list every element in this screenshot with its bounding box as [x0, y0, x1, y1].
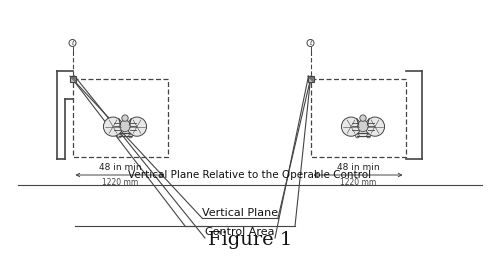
Bar — [70, 76, 75, 82]
Text: 1220 mm: 1220 mm — [340, 178, 376, 187]
Circle shape — [356, 134, 360, 138]
Circle shape — [366, 134, 370, 138]
Text: Control Area: Control Area — [206, 227, 275, 237]
Circle shape — [104, 117, 122, 136]
Text: Figure 1: Figure 1 — [208, 231, 292, 249]
Bar — [72, 79, 168, 157]
Circle shape — [360, 115, 366, 121]
Circle shape — [118, 134, 122, 138]
Circle shape — [128, 134, 132, 138]
Circle shape — [69, 40, 76, 47]
Ellipse shape — [120, 120, 130, 132]
Text: 48 in min: 48 in min — [98, 163, 142, 172]
Text: 1220 mm: 1220 mm — [102, 178, 138, 187]
Text: Vertical Plane: Vertical Plane — [202, 208, 278, 218]
Circle shape — [128, 117, 146, 136]
Text: ℓ: ℓ — [71, 41, 74, 46]
Text: 48 in min: 48 in min — [336, 163, 380, 172]
Text: Vertical Plane Relative to the Operable Control: Vertical Plane Relative to the Operable … — [128, 170, 372, 180]
Circle shape — [366, 117, 384, 136]
Text: ℓ: ℓ — [309, 41, 312, 46]
Ellipse shape — [358, 120, 368, 132]
Bar — [310, 79, 406, 157]
Circle shape — [307, 40, 314, 47]
Circle shape — [122, 115, 128, 121]
Circle shape — [342, 117, 360, 136]
Bar — [308, 76, 314, 82]
